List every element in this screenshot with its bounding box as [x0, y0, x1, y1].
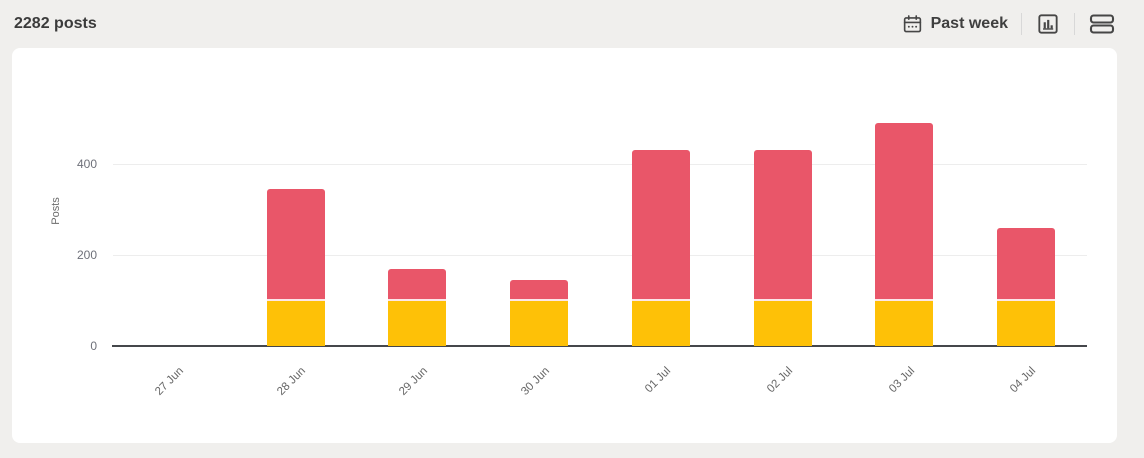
x-tick-label-29-jun: 29 Jun — [396, 365, 430, 398]
toolbar-divider — [1021, 13, 1022, 35]
x-tick-label-04-jul: 04 Jul — [1008, 365, 1039, 396]
bar-segment-yellow-segment — [631, 300, 690, 346]
x-tick-label-03-jul: 03 Jul — [886, 365, 917, 396]
calendar-icon — [901, 13, 924, 36]
chart-view-button[interactable] — [1035, 11, 1061, 37]
post-count: 2282 posts — [14, 15, 97, 32]
chart-area: 0 200 400 Posts 27 Jun 28 Jun 29 Jun 30 Jun 01 J… — [12, 48, 1117, 443]
x-tick-label-28-jun: 28 Jun — [275, 365, 309, 398]
bar-30-jun[interactable] — [510, 280, 569, 346]
bar-28-jun[interactable] — [266, 189, 325, 346]
y-tick-label-200: 200 — [76, 248, 97, 262]
y-tick-label-0: 0 — [90, 339, 97, 353]
bar-segment-yellow-segment — [266, 300, 325, 346]
list-view-button[interactable] — [1088, 10, 1116, 38]
bar-29-jun[interactable] — [388, 268, 447, 346]
y-tick-label-400: 400 — [76, 157, 97, 171]
bar-segment-pink-segment — [753, 150, 812, 301]
x-tick-label-27-jun: 27 Jun — [153, 365, 187, 398]
bar-segment-yellow-segment — [997, 300, 1056, 346]
bar-01-jul[interactable] — [631, 150, 690, 346]
bar-segment-yellow-segment — [875, 300, 934, 346]
bar-02-jul[interactable] — [753, 150, 812, 346]
bar-chart-icon — [1035, 11, 1061, 37]
bar-segment-pink-segment — [388, 268, 447, 301]
bar-segment-pink-segment — [997, 227, 1056, 301]
bar-04-jul[interactable] — [997, 227, 1056, 346]
bar-segment-pink-segment — [875, 123, 934, 301]
x-tick-label-30-jun: 30 Jun — [518, 365, 552, 398]
x-axis-line — [112, 345, 1087, 347]
time-range-button[interactable]: Past week — [901, 13, 1008, 36]
topbar: 2282 posts Past week — [0, 0, 1144, 48]
toolbar-controls: Past week — [901, 10, 1116, 38]
y-axis-title: Posts — [50, 197, 62, 225]
rows-icon — [1088, 10, 1116, 38]
gridline-200 — [113, 255, 1087, 256]
x-tick-label-01-jul: 01 Jul — [643, 365, 674, 396]
gridline-400 — [113, 164, 1087, 165]
x-tick-label-02-jul: 02 Jul — [764, 365, 796, 396]
bar-03-jul[interactable] — [875, 123, 934, 346]
toolbar-divider — [1074, 13, 1075, 35]
bar-segment-pink-segment — [266, 189, 325, 301]
time-range-label: Past week — [930, 15, 1008, 32]
bar-segment-yellow-segment — [510, 300, 569, 346]
bar-segment-yellow-segment — [753, 300, 812, 346]
bar-segment-pink-segment — [631, 150, 690, 301]
chart-card: 0 200 400 Posts 27 Jun 28 Jun 29 Jun 30 Jun 01 J… — [12, 48, 1117, 443]
bar-segment-yellow-segment — [388, 300, 447, 346]
bar-segment-pink-segment — [510, 280, 569, 301]
